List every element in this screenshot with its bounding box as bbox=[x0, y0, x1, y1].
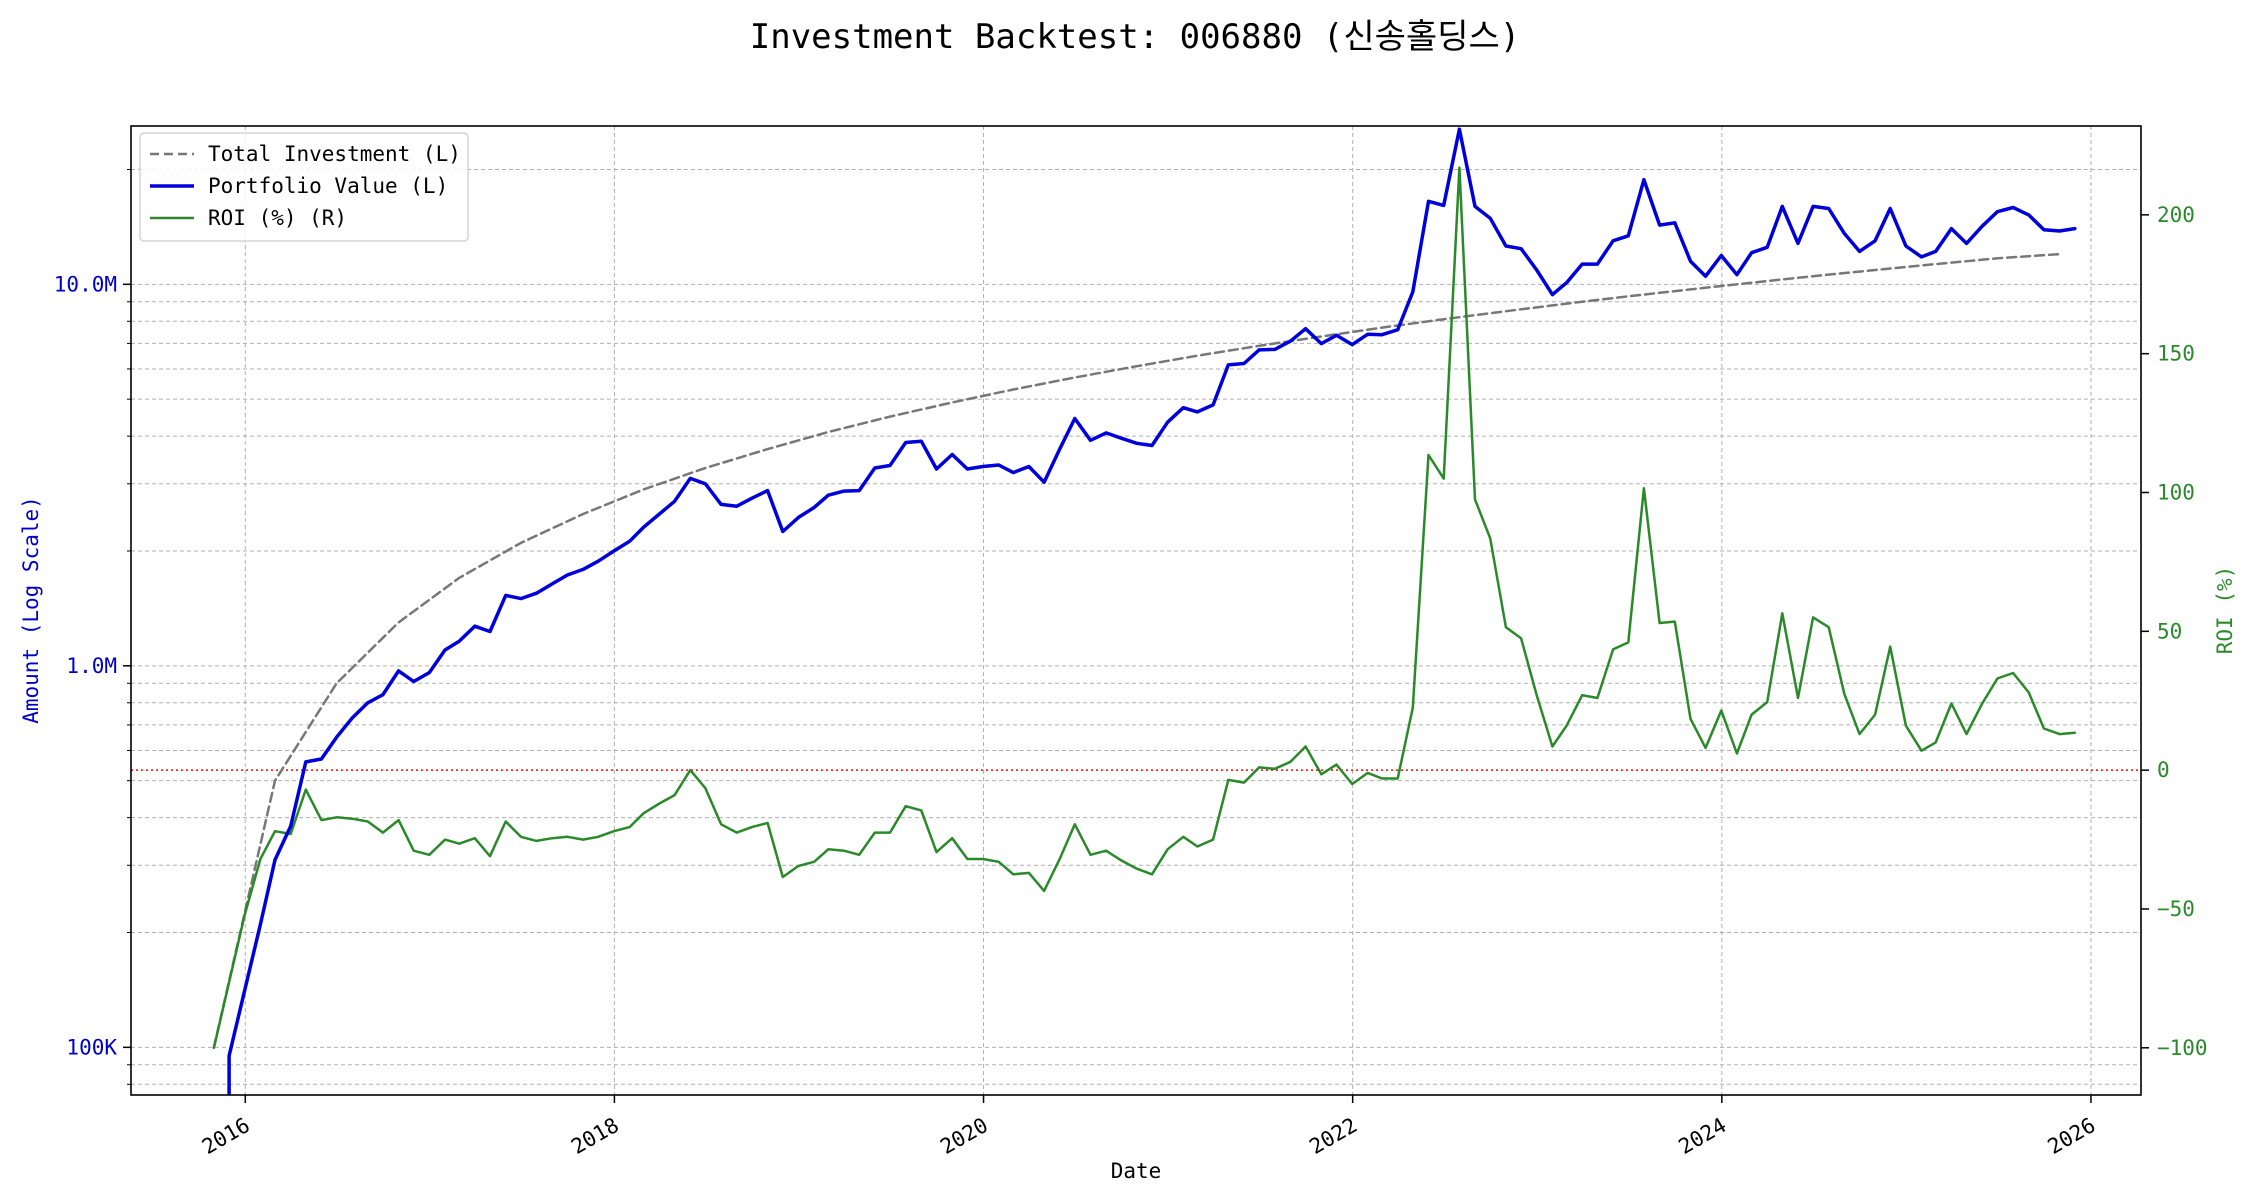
legend-label-portfolio-value: Portfolio Value (L) bbox=[208, 174, 448, 198]
legend-box bbox=[139, 132, 469, 242]
plot-frame bbox=[130, 125, 2142, 1096]
y-right-axis-label: ROI (%) bbox=[2213, 566, 2237, 655]
y-left-tick-label: 100K bbox=[66, 1035, 117, 1059]
y-right-tick-label: 150 bbox=[2157, 342, 2195, 366]
roi-line bbox=[212, 166, 2077, 1050]
y-left-axis-label: Amount (Log Scale) bbox=[19, 496, 43, 724]
total-investment-line bbox=[212, 252, 2061, 1049]
y-right-tick-label: 100 bbox=[2157, 480, 2195, 504]
portfolio-value-line bbox=[227, 127, 2077, 1095]
legend-label-total-investment: Total Investment (L) bbox=[208, 142, 461, 166]
y-left-tick-label: 10.0M bbox=[54, 272, 117, 296]
y-right-tick-label: −100 bbox=[2157, 1036, 2208, 1060]
x-axis-label: Date bbox=[1111, 1159, 1162, 1183]
chart-title: Investment Backtest: 006880 (신송홀딩스) bbox=[750, 17, 1521, 57]
y-left-tick-label: 1.0M bbox=[66, 654, 117, 678]
y-right-tick-label: −50 bbox=[2157, 897, 2195, 921]
legend: Total Investment (L) Portfolio Value (L)… bbox=[139, 132, 469, 242]
y-right-tick-label: 50 bbox=[2157, 619, 2182, 643]
legend-label-roi: ROI (%) (R) bbox=[208, 206, 347, 230]
series-lines bbox=[212, 127, 2077, 1095]
y-right-tick-label: 0 bbox=[2157, 758, 2170, 782]
y-right-tick-label: 200 bbox=[2157, 203, 2195, 227]
grid-lines bbox=[131, 126, 2141, 1095]
